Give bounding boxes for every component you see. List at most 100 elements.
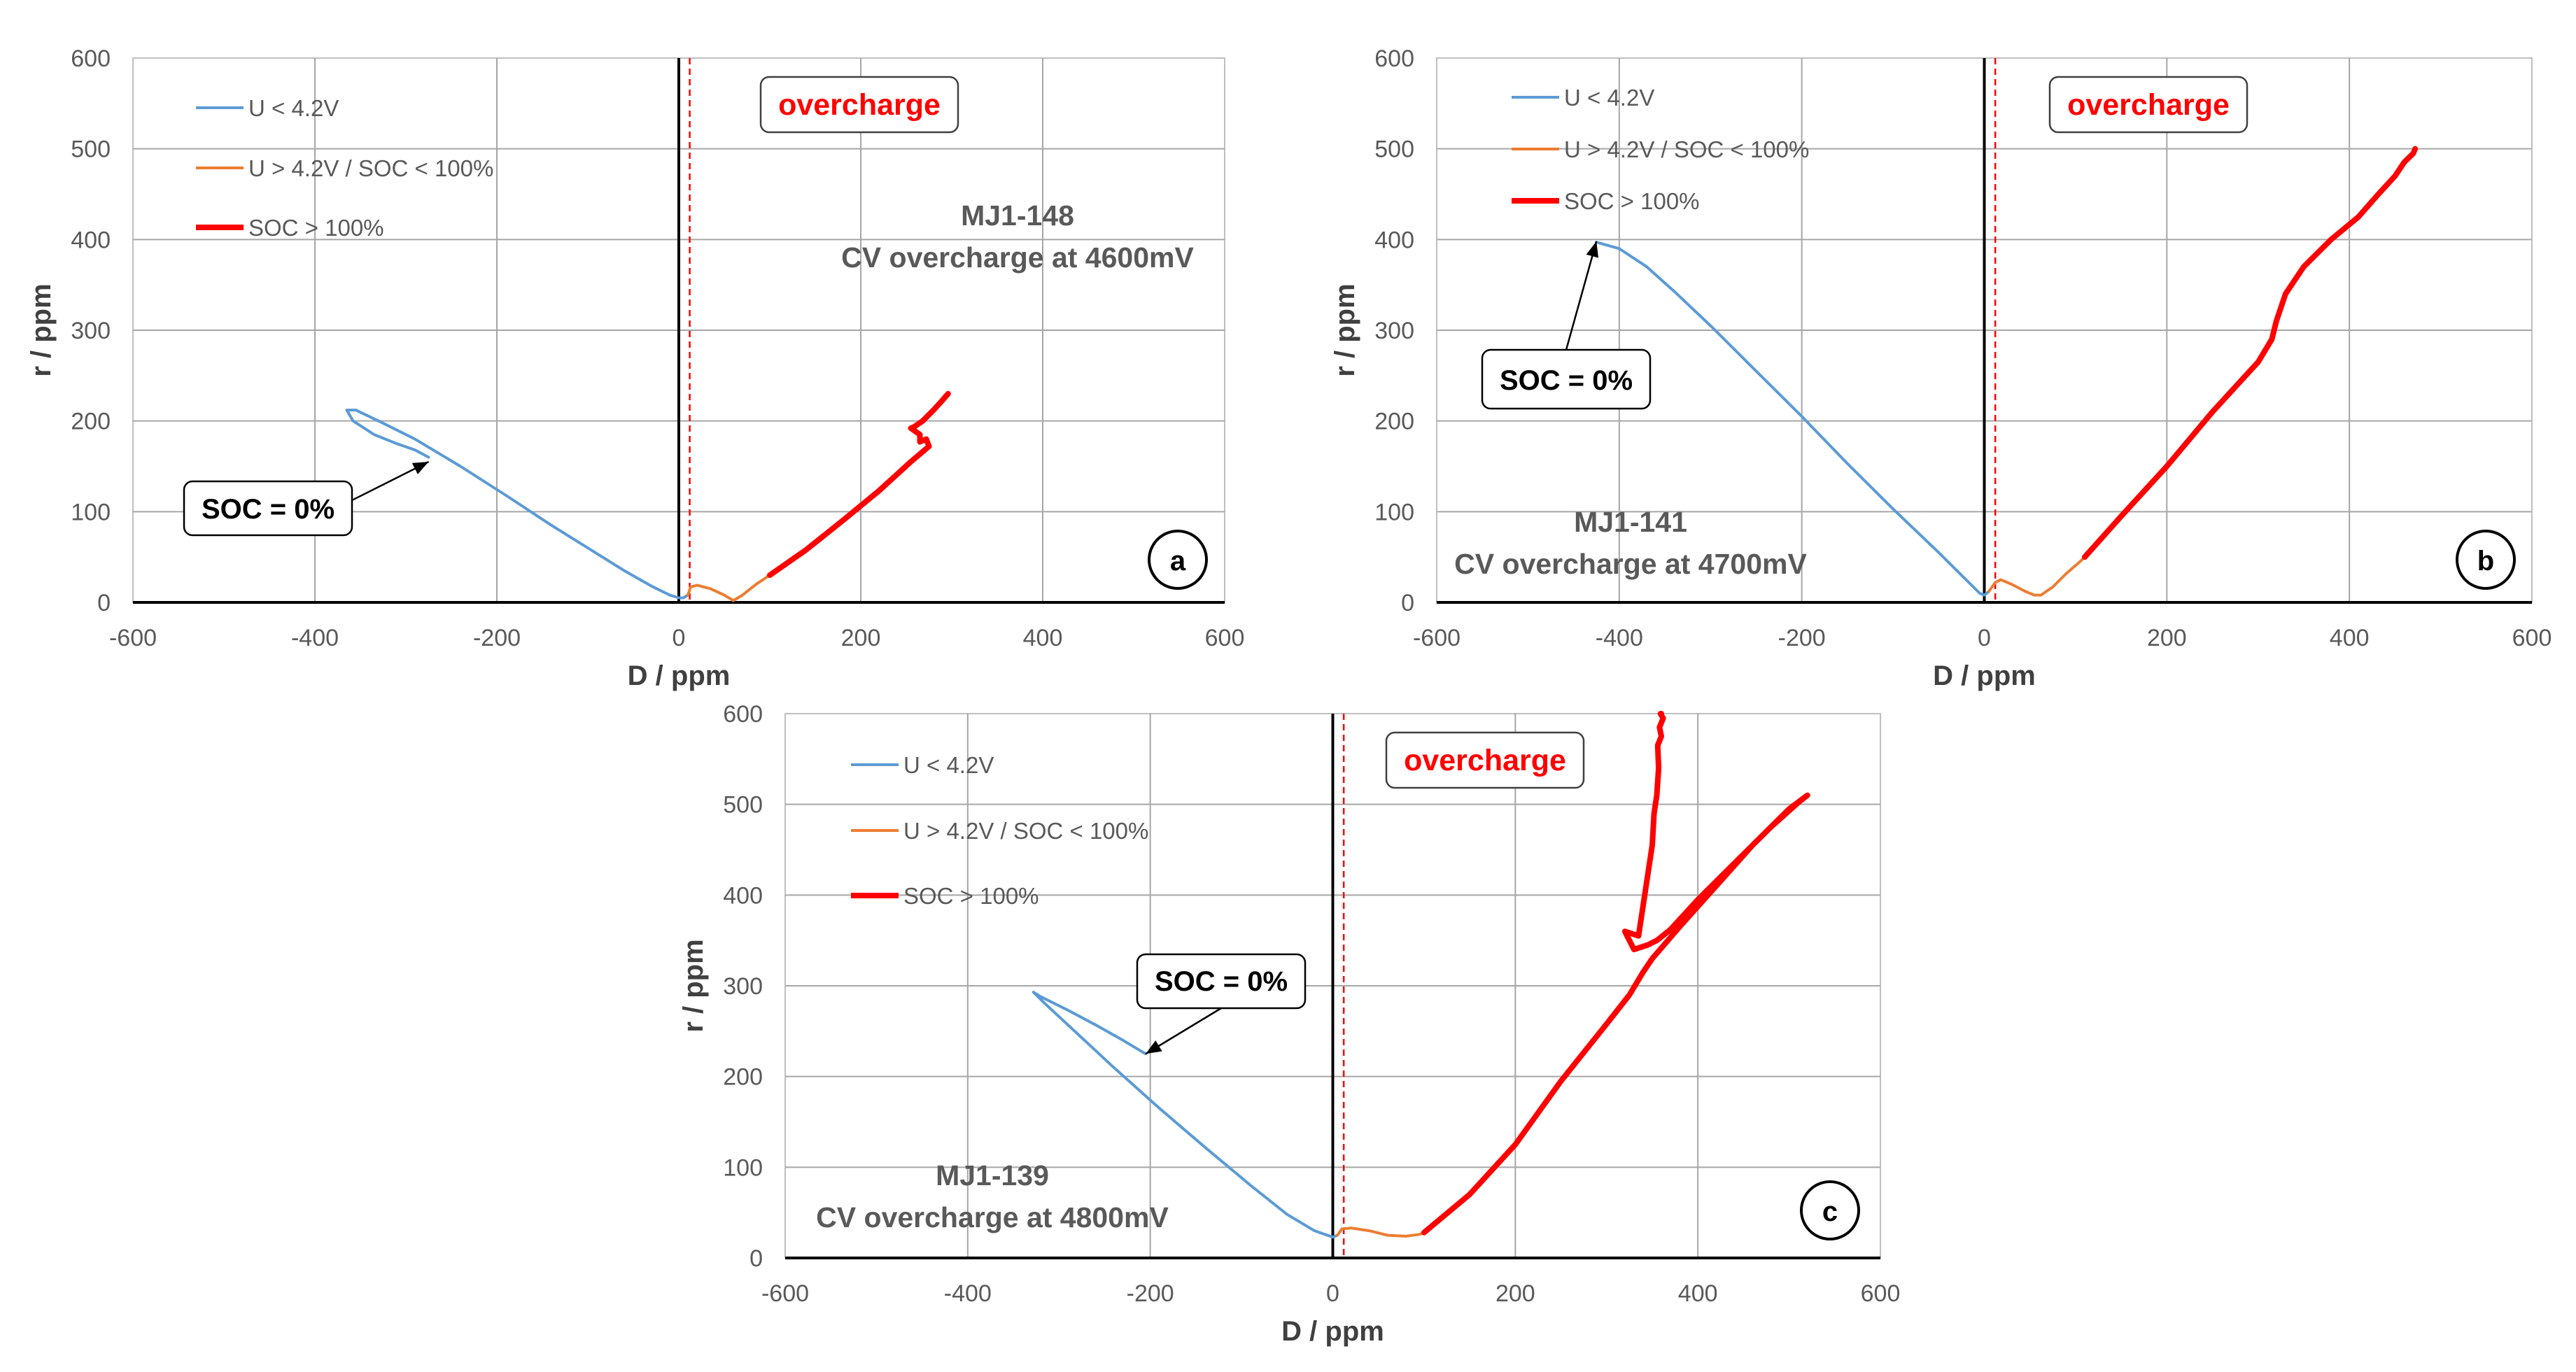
y-axis-title: r / ppm: [678, 939, 709, 1032]
series-group: [1595, 146, 2419, 597]
series-line-1: [1595, 241, 1990, 597]
legend-label: U < 4.2V: [248, 95, 339, 121]
x-tick-label: 400: [1023, 625, 1063, 651]
series-line-2: [1336, 1226, 1426, 1238]
x-tick-label: 400: [1678, 1280, 1718, 1307]
chart-panel-c: -600 -400 -200 0 200 400 600 0 100 200 300 400 500 60…: [678, 701, 1900, 1347]
x-tick-label: 0: [673, 625, 686, 651]
x-tick-label: -600: [761, 1280, 809, 1307]
y-tick-label: 600: [1374, 45, 1414, 72]
y-tick-label: 600: [71, 45, 111, 72]
y-tick-label: 300: [723, 973, 763, 1000]
y-tick-label: 400: [71, 227, 111, 253]
axes: -600 -400 -200 0 200 400 600 0 100 200 300 400 500 60…: [26, 45, 1244, 691]
series-line-3: [767, 390, 951, 579]
y-tick-label: 100: [1374, 499, 1414, 525]
x-tick-label: 600: [1861, 1280, 1901, 1307]
series-line-3: [2082, 146, 2419, 560]
series-line-1: [345, 409, 689, 600]
y-axis-title: r / ppm: [1330, 283, 1360, 376]
y-tick-label: 600: [723, 701, 763, 728]
x-tick-label: 200: [2147, 625, 2187, 651]
y-axis-title: r / ppm: [26, 283, 57, 376]
legend-label: U > 4.2V / SOC < 100%: [1564, 136, 1809, 162]
legend: U < 4.2V U > 4.2V / SOC < 100% SOC > 100…: [196, 95, 493, 241]
y-tick-label: 100: [723, 1154, 763, 1181]
x-tick-label: 600: [1205, 625, 1245, 651]
annotations: U < 4.2V U > 4.2V / SOC < 100% SOC > 100…: [816, 731, 1860, 1240]
x-tick-label: -600: [1413, 625, 1461, 651]
legend-label: SOC > 100%: [903, 883, 1039, 909]
legend-label: U > 4.2V / SOC < 100%: [903, 818, 1148, 844]
y-tick-label: 300: [71, 318, 111, 344]
panel-letter: b: [2477, 546, 2494, 577]
annotations: U < 4.2V U > 4.2V / SOC < 100% SOC > 100…: [183, 76, 1208, 590]
y-tick-label: 300: [1374, 318, 1414, 344]
legend: U < 4.2V U > 4.2V / SOC < 100% SOC > 100…: [1512, 85, 1809, 214]
x-tick-label: -600: [109, 625, 157, 651]
panel-letter-circle: [1148, 530, 1208, 590]
y-tick-label: 500: [1374, 136, 1414, 163]
panel-letter: a: [1170, 546, 1186, 577]
axes: -600 -400 -200 0 200 400 600 0 100 200 300 400 500 60…: [678, 701, 1900, 1347]
overcharge-box: [759, 76, 959, 134]
x-tick-label: 400: [2330, 625, 2370, 651]
legend-label: U < 4.2V: [903, 752, 994, 778]
overcharge-label: overcharge: [2067, 88, 2230, 122]
sample-description: CV overcharge at 4800mV: [816, 1201, 1169, 1233]
soc-arrowhead: [1146, 1040, 1162, 1054]
sample-id: MJ1-139: [936, 1159, 1049, 1191]
y-tick-label: 200: [71, 409, 111, 435]
overcharge-box: [1385, 731, 1585, 789]
legend-label: U < 4.2V: [1564, 85, 1654, 111]
y-tick-label: 200: [723, 1064, 763, 1091]
x-tick-label: -200: [1778, 625, 1826, 651]
legend-label: U > 4.2V / SOC < 100%: [248, 155, 493, 181]
soc-arrowhead: [1586, 241, 1598, 258]
soc-label: SOC = 0%: [1155, 966, 1288, 997]
chart-panel-a: -600 -400 -200 0 200 400 600 0 100 200 300 400 500 60…: [26, 45, 1244, 691]
x-tick-label: -200: [1127, 1280, 1174, 1307]
legend-label: SOC > 100%: [248, 215, 384, 241]
x-tick-label: -400: [291, 625, 339, 651]
overcharge-label: overcharge: [778, 88, 941, 122]
series-line-2: [687, 574, 771, 602]
axes: -600 -400 -200 0 200 400 600 0 100 200 300 400 500 60…: [1330, 45, 2552, 691]
y-tick-label: 400: [1374, 227, 1414, 253]
y-tick-label: 500: [71, 136, 111, 163]
series-line-1: [1032, 991, 1339, 1239]
overcharge-label: overcharge: [1404, 744, 1566, 777]
overcharge-box: [2048, 76, 2248, 134]
y-tick-label: 200: [1374, 409, 1414, 435]
y-tick-label: 500: [723, 792, 763, 819]
series-line-2: [1987, 556, 2086, 597]
x-tick-label: -400: [1596, 625, 1643, 651]
y-tick-label: 0: [1401, 590, 1414, 616]
panel-letter-circle: [2456, 530, 2516, 590]
soc-arrowhead: [411, 462, 429, 474]
soc-label: SOC = 0%: [1500, 365, 1633, 396]
soc-arrow: [1565, 241, 1598, 351]
y-tick-label: 400: [723, 882, 763, 909]
soc-label: SOC = 0%: [202, 494, 335, 525]
panel-letter: c: [1822, 1196, 1838, 1227]
x-tick-label: 200: [1495, 1280, 1535, 1307]
x-tick-label: -200: [473, 625, 521, 651]
x-tick-label: 200: [841, 625, 881, 651]
series-line-3: [1421, 711, 1810, 1236]
series-group: [1032, 711, 1810, 1239]
series-group: [345, 390, 951, 602]
sample-description: CV overcharge at 4600mV: [841, 241, 1194, 274]
soc-callout-box: [183, 480, 353, 537]
panel-letter-circle: [1800, 1180, 1860, 1240]
x-axis-title: D / ppm: [1281, 1316, 1384, 1347]
sample-description: CV overcharge at 4700mV: [1454, 548, 1807, 580]
y-tick-label: 0: [97, 590, 111, 616]
sample-id: MJ1-148: [961, 199, 1074, 232]
sample-id: MJ1-141: [1574, 506, 1687, 538]
x-tick-label: -400: [944, 1280, 992, 1307]
legend: U < 4.2V U > 4.2V / SOC < 100% SOC > 100…: [851, 752, 1148, 909]
x-axis-title: D / ppm: [1933, 660, 2036, 691]
y-tick-label: 100: [71, 499, 111, 525]
